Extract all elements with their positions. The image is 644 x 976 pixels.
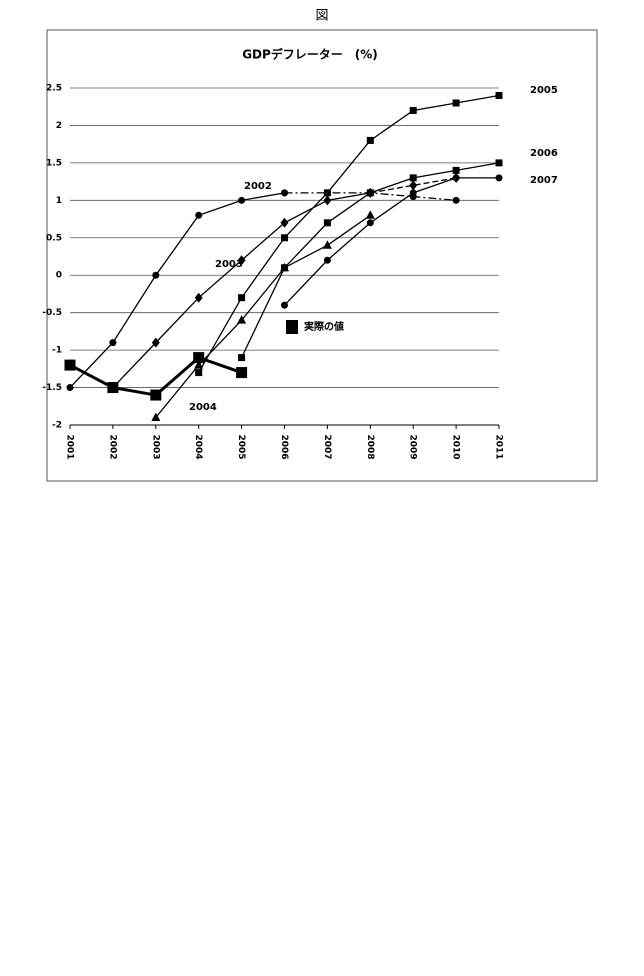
y-tick-label: -0.5 [42,308,62,318]
series-label: 2004 [189,402,217,413]
point [238,294,246,302]
point [150,389,162,401]
point [452,166,460,174]
x-tick-label: 2011 [494,434,504,459]
point [409,174,417,182]
point [452,196,460,204]
point [323,219,331,227]
x-tick-label: 2006 [279,434,289,459]
x-tick-label: 2001 [65,434,75,459]
point [452,174,460,182]
point [194,292,203,303]
series-line [284,177,499,306]
point [495,91,503,99]
x-tick-label: 2010 [451,434,461,459]
point [195,211,203,219]
point [193,352,205,364]
point [322,240,332,249]
point [237,315,247,324]
y-tick-label: 1.5 [46,158,62,168]
y-tick-label: 0.5 [46,233,62,243]
x-tick-label: 2007 [322,434,332,459]
series-line [198,94,500,373]
point [495,159,503,167]
figure-label: 図 [315,9,328,24]
x-tick-label: 2002 [107,434,117,459]
point [409,189,417,197]
x-tick-label: 2005 [236,434,246,459]
point [452,99,460,107]
x-tick-label: 2003 [150,434,160,459]
y-tick-label: -2 [52,421,62,431]
series-line [69,355,243,397]
series-label: 2005 [530,85,558,96]
point [237,255,246,266]
point [64,359,76,371]
series-label: 実際の値 [304,320,344,333]
point [409,180,418,191]
y-tick-label: -1.5 [42,383,62,393]
legend-marker [286,320,298,334]
x-tick-label: 2009 [408,434,418,459]
chart-frame [46,29,598,482]
series-line [155,214,371,418]
point [238,196,246,204]
x-tick-label: 2008 [365,434,375,459]
y-tick-label: 2.5 [46,84,62,94]
point [236,367,248,379]
point [323,256,331,264]
y-tick-label: 1 [56,196,62,206]
y-tick-label: 0 [56,271,62,281]
point [151,337,160,348]
point [366,189,374,197]
point [195,369,203,377]
point [281,301,288,309]
point [152,271,160,279]
point [281,234,288,242]
series-line [370,177,457,194]
point [281,189,288,197]
point [280,217,289,228]
point [323,195,332,206]
chart-title: GDPデフレーター (%) [242,47,378,62]
series-line [69,192,285,389]
point [66,384,74,392]
point [107,382,119,394]
point [323,189,331,197]
series-label: 2003 [215,259,243,270]
series-label: 2006 [530,148,558,159]
y-tick-label: -1 [52,346,62,356]
point [151,412,161,422]
point [109,339,117,347]
point [366,136,374,144]
x-tick-label: 2004 [193,434,203,459]
point [495,174,503,182]
point [238,354,246,362]
series-label: 2002 [244,181,272,192]
point [409,106,417,114]
point [366,219,374,227]
point [281,264,288,272]
point [194,360,204,369]
y-tick-label: 2 [56,121,62,131]
series-label: 2007 [530,175,558,186]
point [365,210,375,219]
